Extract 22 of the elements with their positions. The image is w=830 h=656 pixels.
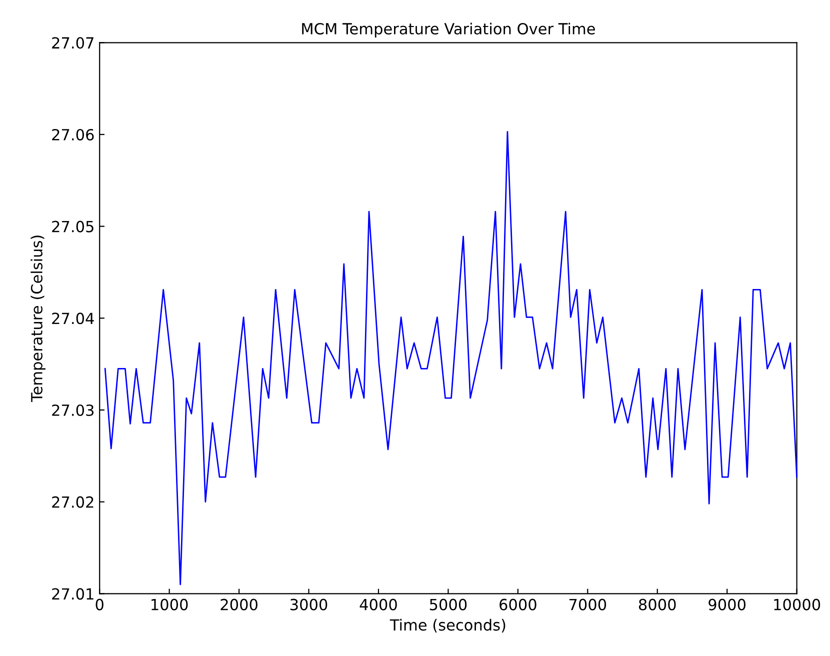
x-tick-label: 4000 [360, 598, 397, 610]
y-tick-label: 27.06 [52, 128, 94, 140]
line-series [104, 131, 798, 586]
chart-title: MCM Temperature Variation Over Time [302, 22, 595, 38]
x-tick-label: 3000 [290, 598, 328, 610]
y-tick-label: 27.07 [52, 37, 94, 49]
y-tick-label: 27.01 [52, 588, 94, 600]
y-tick-label: 27.05 [52, 220, 94, 232]
x-axis-title: Time (seconds) [390, 618, 506, 633]
x-tick-label: 0 [96, 598, 104, 610]
x-tick-label: 6000 [500, 598, 536, 610]
y-tick-label: 27.03 [52, 404, 94, 416]
x-tick-label: 7000 [569, 598, 606, 610]
x-tick-label: 9000 [708, 598, 746, 610]
x-tick-label: 10000 [774, 598, 820, 610]
y-axis-title: Temperature (Celsius) [30, 236, 46, 402]
y-tick-label: 27.02 [52, 496, 94, 508]
x-tick-label: 2000 [220, 598, 258, 610]
x-tick-label: 8000 [638, 598, 676, 610]
x-tick-label: 5000 [430, 598, 467, 610]
x-tick-label: 1000 [152, 598, 188, 610]
y-tick-label: 27.04 [52, 312, 94, 324]
